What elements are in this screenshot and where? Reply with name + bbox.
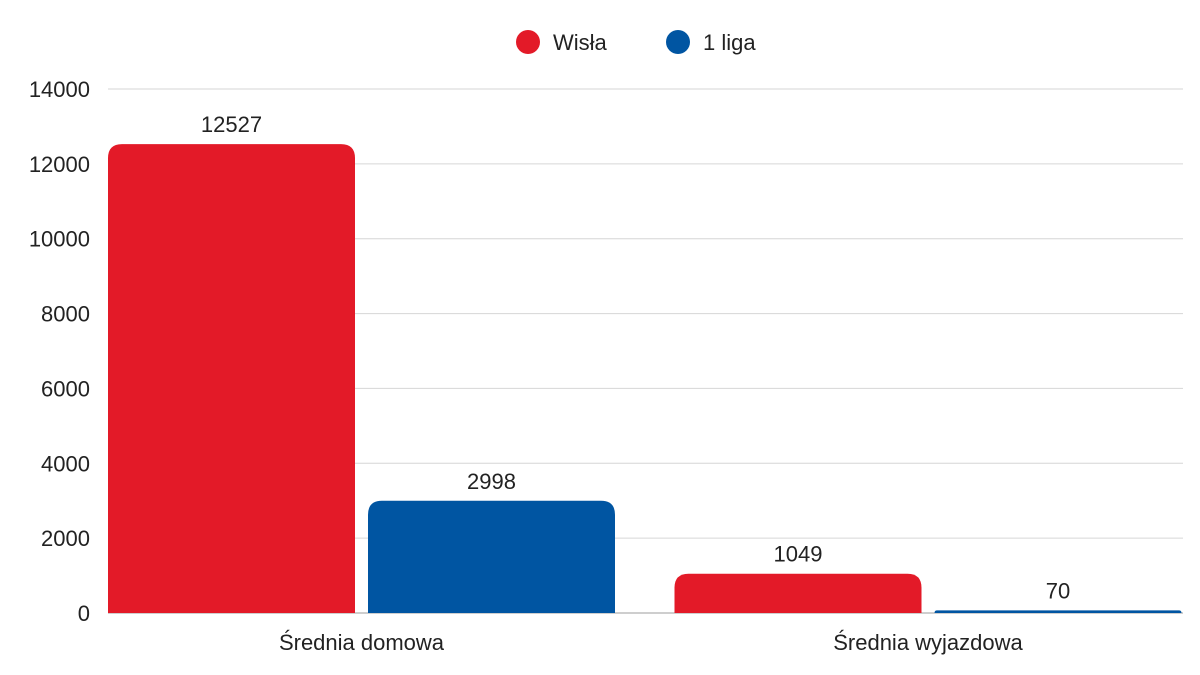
bar-1-liga-domowa [368, 500, 615, 613]
y-tick-label: 12000 [29, 152, 90, 177]
legend-label-1-liga: 1 liga [703, 30, 756, 55]
bar-1-liga-wyjazdowa [934, 610, 1182, 613]
y-tick-label: 0 [78, 601, 90, 626]
y-tick-label: 14000 [29, 77, 90, 102]
legend: Wisła 1 liga [516, 30, 756, 55]
data-label: 70 [1046, 578, 1070, 603]
data-label: 12527 [201, 112, 262, 137]
y-tick-label: 8000 [41, 302, 90, 327]
bars [108, 144, 1182, 614]
category-label: Średnia domowa [279, 630, 445, 655]
legend-marker-wisla [516, 30, 540, 54]
bar-wisla-wyjazdowa [674, 573, 922, 613]
data-labels: 12527 2998 1049 70 [201, 112, 1070, 603]
bar-wisla-domowa [108, 144, 355, 614]
y-axis: 0 2000 4000 6000 8000 10000 12000 14000 [29, 77, 90, 626]
data-label: 2998 [467, 469, 516, 494]
legend-marker-1-liga [666, 30, 690, 54]
legend-label-wisla: Wisła [553, 30, 608, 55]
y-tick-label: 6000 [41, 376, 90, 401]
category-label: Średnia wyjazdowa [833, 630, 1023, 655]
y-tick-label: 10000 [29, 227, 90, 252]
x-axis: Średnia domowa Średnia wyjazdowa [279, 630, 1024, 655]
y-tick-label: 2000 [41, 526, 90, 551]
data-label: 1049 [774, 542, 823, 567]
y-tick-label: 4000 [41, 451, 90, 476]
